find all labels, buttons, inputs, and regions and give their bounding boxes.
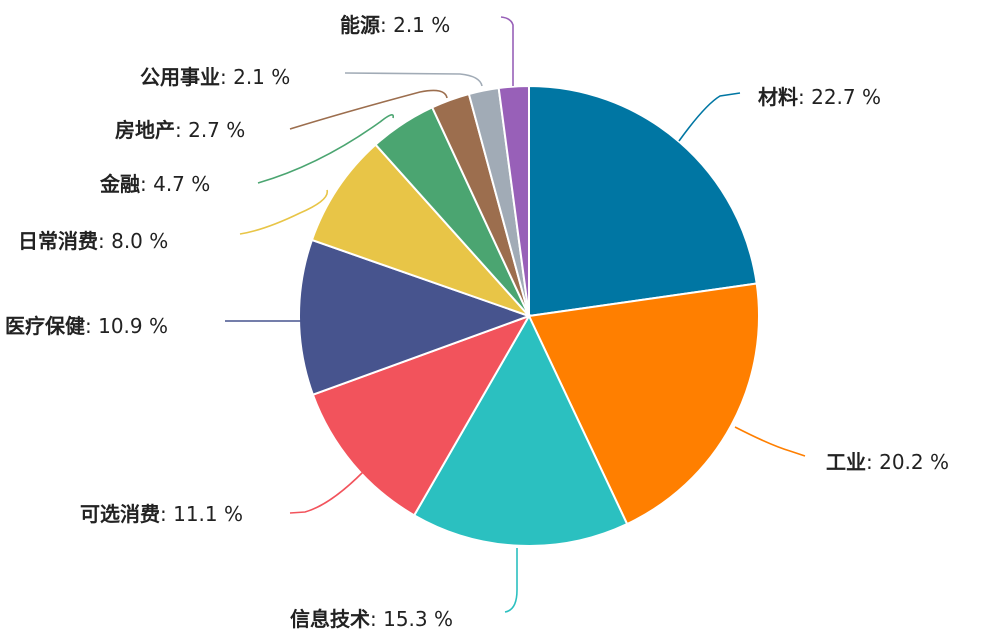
- slice-label-name-5: 日常消费: [18, 229, 98, 253]
- slice-label-name-1: 工业: [826, 450, 866, 474]
- slice-label-1: 工业: 20.2 %: [826, 450, 949, 474]
- slice-label-4: 医疗保健: 10.9 %: [5, 314, 168, 338]
- slice-label-0: 材料: 22.7 %: [758, 85, 881, 109]
- leader-line-7: [289, 89, 448, 130]
- slice-label-7: 房地产: 2.7 %: [115, 118, 245, 142]
- slice-label-value-3: : 11.1 %: [160, 502, 243, 526]
- slice-label-name-7: 房地产: [115, 118, 175, 142]
- slice-label-9: 能源: 2.1 %: [340, 13, 450, 37]
- slice-label-value-0: : 22.7 %: [798, 85, 881, 109]
- leader-line-2: [504, 548, 518, 613]
- slice-label-name-6: 金融: [99, 172, 140, 196]
- pie-slice-5: [310, 143, 530, 317]
- pie-slice-2: [412, 313, 629, 547]
- slice-labels: 材料: 22.7 % 工业: 20.2 % 信息技术: 15.3 % 可选消费: 11…: [5, 13, 949, 631]
- slice-label-2: 信息技术: 15.3 %: [290, 607, 453, 631]
- slice-label-name-4: 医疗保健: [5, 314, 85, 338]
- slice-label-3: 可选消费: 11.1 %: [80, 502, 243, 526]
- leader-line-5: [239, 189, 329, 235]
- slice-label-value-6: : 4.7 %: [140, 172, 210, 196]
- pie-slice-9: [497, 84, 530, 317]
- pie-slice-3: [311, 314, 532, 517]
- slice-label-value-2: : 15.3 %: [370, 607, 453, 631]
- pie-slice-4: [298, 238, 532, 397]
- pie-slice-0: [528, 84, 758, 318]
- pie-slice-1: [527, 282, 760, 526]
- leader-line-9: [500, 16, 514, 86]
- slice-label-value-5: : 8.0 %: [98, 229, 168, 253]
- slice-label-name-9: 能源: [340, 13, 380, 37]
- leader-line-1: [734, 426, 806, 457]
- slice-label-value-8: : 2.1 %: [220, 65, 290, 89]
- slice-label-name-2: 信息技术: [290, 607, 370, 631]
- leader-lines: [225, 16, 806, 613]
- slice-label-value-4: : 10.9 %: [85, 314, 168, 338]
- leader-line-0: [678, 92, 741, 142]
- slice-label-value-9: : 2.1 %: [380, 13, 450, 37]
- slice-label-value-1: : 20.2 %: [866, 450, 949, 474]
- slice-label-name-0: 材料: [758, 85, 798, 109]
- leader-line-3: [289, 471, 364, 514]
- slice-label-8: 公用事业: 2.1 %: [140, 65, 290, 89]
- slice-label-name-8: 公用事业: [140, 65, 220, 89]
- slice-label-6: 金融: 4.7 %: [99, 172, 210, 196]
- slice-label-5: 日常消费: 8.0 %: [18, 229, 168, 253]
- leader-line-8: [344, 72, 483, 87]
- pie-slices: [298, 84, 760, 547]
- slice-label-value-7: : 2.7 %: [175, 118, 245, 142]
- slice-label-name-3: 可选消费: [80, 502, 160, 526]
- leader-line-6: [257, 114, 395, 184]
